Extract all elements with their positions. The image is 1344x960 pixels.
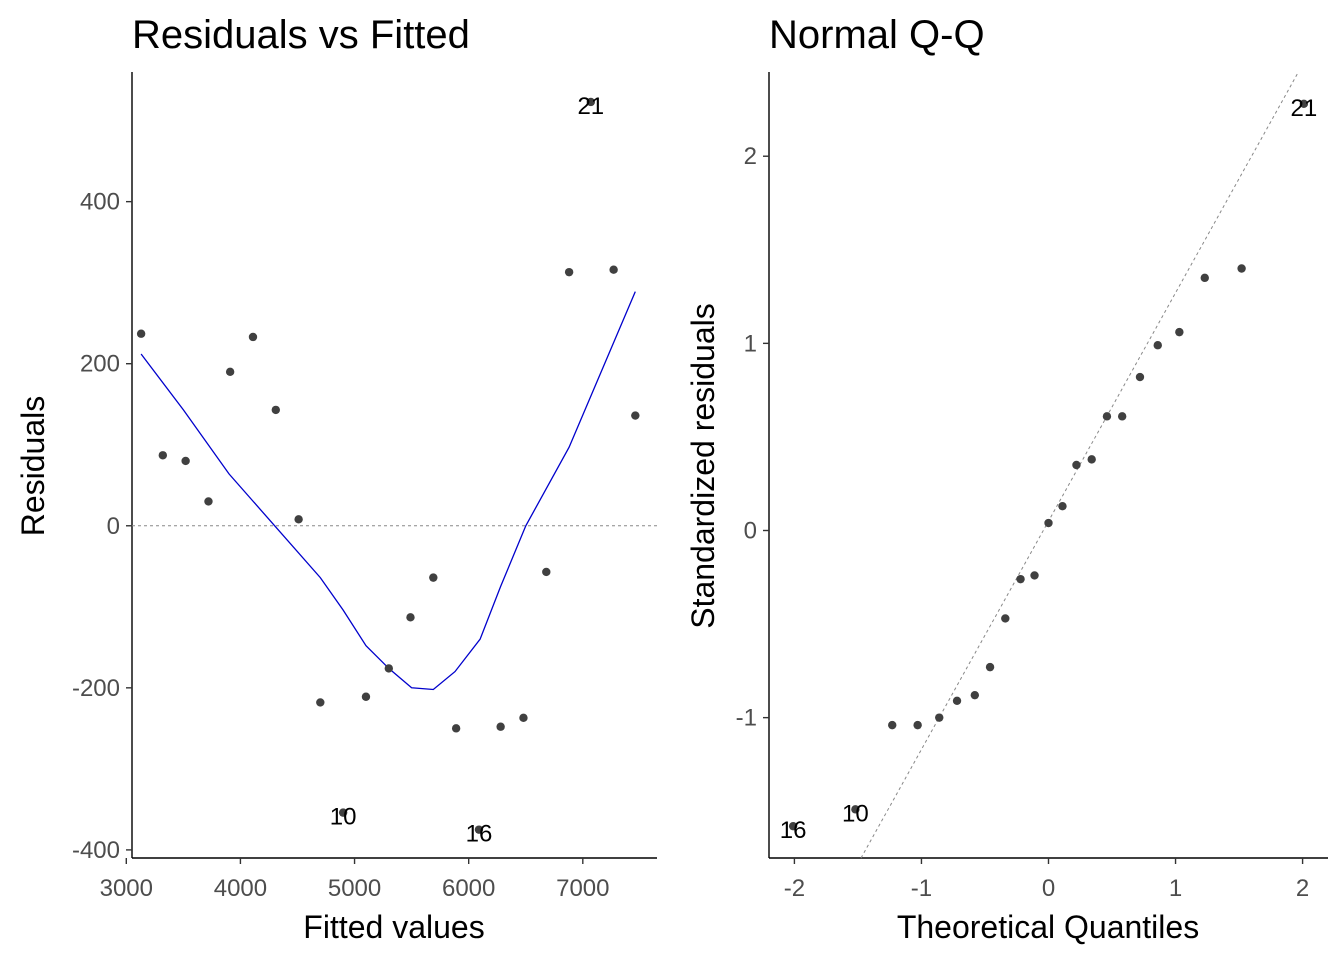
data-point: [586, 97, 596, 107]
x-tick-label: 6000: [442, 875, 495, 902]
y-tick-label: 2: [744, 143, 757, 170]
panel2-point-labels: 21 10 16: [780, 95, 1317, 844]
point-id-label: 10: [330, 804, 357, 831]
data-point: [564, 267, 574, 277]
normal-qq-panel: Normal Q-Q 21 10 16 -2 -1 0 1 2 -1 0 1 2 Theoreti…: [685, 13, 1328, 945]
data-point: [1299, 99, 1309, 109]
data-point: [1102, 412, 1112, 421]
data-point: [384, 664, 393, 673]
x-tick-label: 1: [1169, 875, 1182, 902]
data-point: [1153, 341, 1162, 350]
data-point: [952, 696, 962, 705]
data-point: [1016, 574, 1025, 584]
data-point: [361, 692, 371, 701]
data-point: [406, 613, 415, 622]
data-point: [1237, 264, 1246, 273]
data-point: [1001, 614, 1010, 623]
data-point: [1058, 501, 1067, 511]
data-point: [225, 367, 235, 377]
data-point: [474, 825, 484, 834]
data-point: [1117, 412, 1127, 421]
x-tick-label: 0: [1042, 875, 1055, 902]
x-tick-label: 5000: [328, 875, 381, 902]
x-tick-label: -1: [911, 875, 932, 902]
panel1-x-axis-label: Fitted values: [303, 909, 484, 945]
data-point: [542, 567, 551, 577]
y-tick-label: 0: [744, 518, 757, 545]
data-point: [935, 713, 944, 722]
data-point: [1030, 571, 1039, 580]
data-point: [519, 713, 528, 723]
y-tick-label: -400: [72, 837, 120, 864]
data-point: [429, 573, 438, 582]
panel1-smooth-curve: [140, 291, 636, 691]
point-id-label: 16: [780, 817, 807, 844]
data-point: [248, 332, 258, 342]
panel1-title: Residuals vs Fitted: [132, 13, 470, 57]
data-point: [496, 722, 505, 731]
data-point: [888, 720, 897, 730]
x-tick-label: 7000: [556, 875, 609, 902]
panel2-title: Normal Q-Q: [769, 13, 985, 57]
data-point: [136, 329, 146, 338]
data-point: [851, 805, 860, 814]
panel1-point-labels: 21 10 16: [330, 93, 604, 848]
panel1-y-ticks: -400 -200 0 200 400: [72, 189, 132, 864]
x-tick-label: -2: [784, 875, 805, 902]
data-point: [294, 515, 303, 524]
panel1-points: [136, 97, 640, 834]
y-tick-label: 200: [80, 351, 120, 378]
data-point: [913, 720, 922, 730]
point-id-label: 21: [1291, 95, 1318, 122]
panel2-y-ticks: -1 0 1 2: [736, 143, 769, 732]
x-tick-label: 4000: [214, 875, 267, 902]
y-tick-label: 1: [744, 330, 757, 357]
panel1-y-axis-label: Residuals: [15, 396, 51, 537]
data-point: [158, 451, 168, 460]
x-tick-label: 2: [1296, 875, 1309, 902]
y-tick-label: -200: [72, 675, 120, 702]
data-point: [609, 265, 618, 274]
data-point: [631, 411, 640, 420]
data-point: [181, 456, 190, 466]
data-point: [271, 405, 281, 415]
data-point: [316, 698, 325, 707]
data-point: [1072, 460, 1081, 470]
y-tick-label: 0: [107, 513, 120, 540]
panel2-x-axis-label: Theoretical Quantiles: [897, 909, 1199, 945]
y-tick-label: -1: [736, 705, 757, 732]
panel2-points: [788, 99, 1309, 831]
smooth-series-line: [140, 291, 636, 691]
data-point: [451, 724, 461, 733]
point-id-label: 16: [466, 821, 493, 848]
data-point: [1087, 455, 1096, 464]
data-point: [1044, 518, 1053, 528]
panel2-y-axis-label: Standardized residuals: [685, 303, 721, 629]
point-id-label: 10: [842, 800, 869, 827]
point-id-label: 21: [577, 93, 604, 120]
data-point: [1175, 327, 1184, 337]
data-point: [788, 821, 798, 831]
data-point: [985, 662, 995, 672]
data-point: [1135, 372, 1145, 382]
data-point: [204, 497, 213, 506]
panel2-x-ticks: -2 -1 0 1 2: [784, 858, 1309, 902]
data-point: [1200, 273, 1209, 283]
panel1-x-ticks: 3000 4000 5000 6000 7000: [100, 858, 610, 902]
y-tick-label: 400: [80, 189, 120, 216]
data-point: [970, 690, 980, 700]
x-tick-label: 3000: [100, 875, 153, 902]
data-point: [338, 808, 348, 817]
